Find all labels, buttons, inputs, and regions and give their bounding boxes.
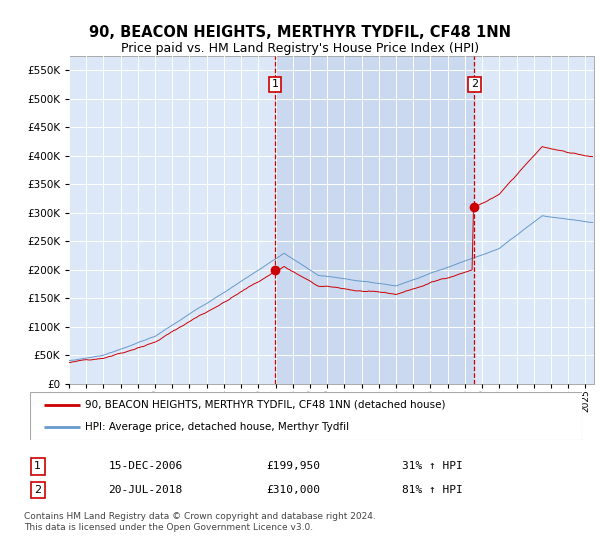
Text: 2: 2 (34, 485, 41, 495)
Text: £310,000: £310,000 (266, 485, 320, 495)
Text: 2: 2 (470, 80, 478, 90)
Text: HPI: Average price, detached house, Merthyr Tydfil: HPI: Average price, detached house, Mert… (85, 422, 349, 432)
Text: 31% ↑ HPI: 31% ↑ HPI (401, 461, 462, 472)
Text: £199,950: £199,950 (266, 461, 320, 472)
Text: 15-DEC-2006: 15-DEC-2006 (108, 461, 182, 472)
Text: Price paid vs. HM Land Registry's House Price Index (HPI): Price paid vs. HM Land Registry's House … (121, 42, 479, 55)
Bar (275, 56, 474, 384)
Text: 81% ↑ HPI: 81% ↑ HPI (401, 485, 462, 495)
Text: 90, BEACON HEIGHTS, MERTHYR TYDFIL, CF48 1NN (detached house): 90, BEACON HEIGHTS, MERTHYR TYDFIL, CF48… (85, 400, 446, 410)
Text: 1: 1 (34, 461, 41, 472)
Text: 1: 1 (271, 80, 278, 90)
Text: Contains HM Land Registry data © Crown copyright and database right 2024.
This d: Contains HM Land Registry data © Crown c… (23, 512, 376, 531)
Text: 20-JUL-2018: 20-JUL-2018 (108, 485, 182, 495)
FancyBboxPatch shape (30, 392, 582, 440)
Text: 90, BEACON HEIGHTS, MERTHYR TYDFIL, CF48 1NN: 90, BEACON HEIGHTS, MERTHYR TYDFIL, CF48… (89, 25, 511, 40)
